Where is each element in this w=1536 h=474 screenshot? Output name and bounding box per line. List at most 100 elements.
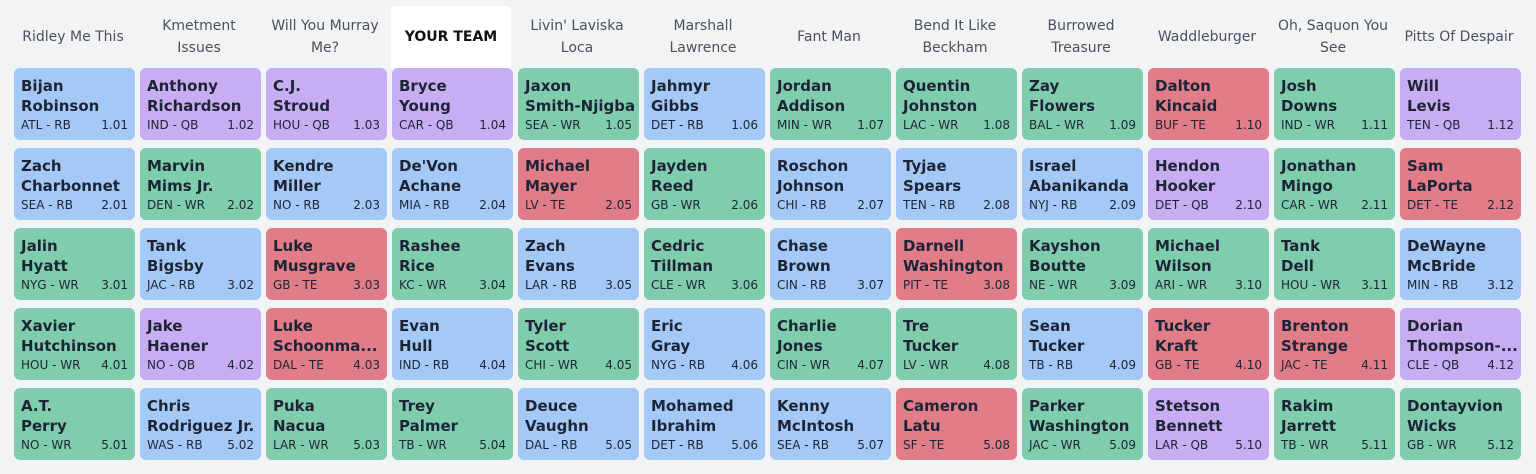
team-position: PIT - TE xyxy=(903,278,948,292)
pick-number: 1.01 xyxy=(101,118,128,132)
team-position: DET - RB xyxy=(651,438,704,452)
player-first-name: Deuce xyxy=(525,397,578,415)
player-card[interactable]: Jahmyr Gibbs DET - RB 1.06 xyxy=(644,68,765,140)
team-header[interactable]: Marshall Lawrence xyxy=(669,18,737,56)
team-header[interactable]: Pitts Of Despair xyxy=(1404,29,1514,45)
player-card[interactable]: Mohamed Ibrahim DET - RB 5.06 xyxy=(644,388,765,460)
player-card[interactable]: Parker Washington JAC - WR 5.09 xyxy=(1022,388,1143,460)
team-header[interactable]: Bend It Like Beckham xyxy=(913,18,997,56)
player-card[interactable]: Roschon Johnson CHI - RB 2.07 xyxy=(770,148,891,220)
team-position: GB - TE xyxy=(1155,358,1200,372)
player-first-name: Puka xyxy=(273,397,315,415)
pick-number: 4.08 xyxy=(983,358,1010,372)
player-card[interactable]: Evan Hull IND - RB 4.04 xyxy=(392,308,513,380)
player-card[interactable]: Sam LaPorta DET - TE 2.12 xyxy=(1400,148,1521,220)
player-card[interactable]: Luke Schoonma... DAL - TE 4.03 xyxy=(266,308,387,380)
team-header[interactable]: Burrowed Treasure xyxy=(1047,18,1115,56)
player-card[interactable]: DeWayne McBride MIN - RB 3.12 xyxy=(1400,228,1521,300)
player-card[interactable]: Jordan Addison MIN - WR 1.07 xyxy=(770,68,891,140)
pick-number: 2.02 xyxy=(227,198,254,212)
player-last-name: Rodriguez Jr. xyxy=(147,417,255,435)
player-card[interactable]: Stetson Bennett LAR - QB 5.10 xyxy=(1148,388,1269,460)
team-header[interactable]: Livin' Laviska Loca xyxy=(530,18,624,56)
player-card[interactable]: Jayden Reed GB - WR 2.06 xyxy=(644,148,765,220)
player-card[interactable]: Xavier Hutchinson HOU - WR 4.01 xyxy=(14,308,135,380)
player-card[interactable]: Hendon Hooker DET - QB 2.10 xyxy=(1148,148,1269,220)
player-card[interactable]: Cameron Latu SF - TE 5.08 xyxy=(896,388,1017,460)
player-last-name: Reed xyxy=(651,177,694,195)
player-card[interactable]: Dontayvion Wicks GB - WR 5.12 xyxy=(1400,388,1521,460)
player-card[interactable]: Michael Wilson ARI - WR 3.10 xyxy=(1148,228,1269,300)
player-card[interactable]: Jonathan Mingo CAR - WR 2.11 xyxy=(1274,148,1395,220)
team-header[interactable]: Ridley Me This xyxy=(22,29,124,45)
player-last-name: Hooker xyxy=(1155,177,1216,195)
player-card[interactable]: Puka Nacua LAR - WR 5.03 xyxy=(266,388,387,460)
player-card[interactable]: Sean Tucker TB - RB 4.09 xyxy=(1022,308,1143,380)
player-card[interactable]: Tucker Kraft GB - TE 4.10 xyxy=(1148,308,1269,380)
team-header[interactable]: Fant Man xyxy=(797,29,861,45)
player-last-name: Haener xyxy=(147,337,209,355)
team-header[interactable]: Waddleburger xyxy=(1157,29,1257,45)
player-card[interactable]: Chris Rodriguez Jr. WAS - RB 5.02 xyxy=(140,388,261,460)
player-card[interactable]: Tank Dell HOU - WR 3.11 xyxy=(1274,228,1395,300)
player-last-name: Strange xyxy=(1281,337,1349,355)
player-card[interactable]: Rakim Jarrett TB - WR 5.11 xyxy=(1274,388,1395,460)
player-card[interactable]: Jaxon Smith-Njigba SEA - WR 1.05 xyxy=(518,68,639,140)
player-card[interactable]: Josh Downs IND - WR 1.11 xyxy=(1274,68,1395,140)
player-card[interactable]: Eric Gray NYG - RB 4.06 xyxy=(644,308,765,380)
pick-number: 3.10 xyxy=(1235,278,1262,292)
player-first-name: Jalin xyxy=(21,237,58,255)
player-card[interactable]: Will Levis TEN - QB 1.12 xyxy=(1400,68,1521,140)
player-card[interactable]: Charlie Jones CIN - WR 4.07 xyxy=(770,308,891,380)
player-card[interactable]: Brenton Strange JAC - TE 4.11 xyxy=(1274,308,1395,380)
pick-number: 1.04 xyxy=(479,118,506,132)
team-header[interactable]: Will You Murray Me? xyxy=(271,18,379,56)
team-position: SEA - RB xyxy=(777,438,829,452)
player-card[interactable]: Jalin Hyatt NYG - WR 3.01 xyxy=(14,228,135,300)
player-card[interactable]: Rashee Rice KC - WR 3.04 xyxy=(392,228,513,300)
player-card[interactable]: Chase Brown CIN - RB 3.07 xyxy=(770,228,891,300)
player-card[interactable]: Darnell Washington PIT - TE 3.08 xyxy=(896,228,1017,300)
player-card[interactable]: Cedric Tillman CLE - WR 3.06 xyxy=(644,228,765,300)
player-card[interactable]: Israel Abanikanda NYJ - RB 2.09 xyxy=(1022,148,1143,220)
player-last-name: Charbonnet xyxy=(21,177,120,195)
player-card[interactable]: Marvin Mims Jr. DEN - WR 2.02 xyxy=(140,148,261,220)
player-card[interactable]: Tyjae Spears TEN - RB 2.08 xyxy=(896,148,1017,220)
pick-number: 1.12 xyxy=(1487,118,1514,132)
player-card[interactable]: Dorian Thompson-... CLE - QB 4.12 xyxy=(1400,308,1521,380)
team-header[interactable]: Kmetment Issues xyxy=(162,18,236,56)
team-position: JAC - WR xyxy=(1029,438,1081,452)
player-card[interactable]: Kenny McIntosh SEA - RB 5.07 xyxy=(770,388,891,460)
player-card[interactable]: Tre Tucker LV - WR 4.08 xyxy=(896,308,1017,380)
team-position: GB - TE xyxy=(273,278,318,292)
player-card[interactable]: Zach Charbonnet SEA - RB 2.01 xyxy=(14,148,135,220)
player-card[interactable]: Tyler Scott CHI - WR 4.05 xyxy=(518,308,639,380)
player-card[interactable]: Luke Musgrave GB - TE 3.03 xyxy=(266,228,387,300)
pick-number: 3.04 xyxy=(479,278,506,292)
player-card[interactable]: Bryce Young CAR - QB 1.04 xyxy=(392,68,513,140)
player-card[interactable]: C.J. Stroud HOU - QB 1.03 xyxy=(266,68,387,140)
player-card[interactable]: Deuce Vaughn DAL - RB 5.05 xyxy=(518,388,639,460)
player-card[interactable]: Kayshon Boutte NE - WR 3.09 xyxy=(1022,228,1143,300)
pick-number: 3.06 xyxy=(731,278,758,292)
player-card[interactable]: Tank Bigsby JAC - RB 3.02 xyxy=(140,228,261,300)
team-header[interactable]: YOUR TEAM xyxy=(391,6,511,68)
player-card[interactable]: Zay Flowers BAL - WR 1.09 xyxy=(1022,68,1143,140)
player-last-name: McBride xyxy=(1407,257,1476,275)
player-card[interactable]: Zach Evans LAR - RB 3.05 xyxy=(518,228,639,300)
player-card[interactable]: Anthony Richardson IND - QB 1.02 xyxy=(140,68,261,140)
player-card[interactable]: A.T. Perry NO - WR 5.01 xyxy=(14,388,135,460)
team-header[interactable]: Oh, Saquon You See xyxy=(1277,18,1389,56)
pick-number: 2.09 xyxy=(1109,198,1136,212)
player-card[interactable]: Trey Palmer TB - WR 5.04 xyxy=(392,388,513,460)
player-last-name: Hull xyxy=(399,337,433,355)
player-card[interactable]: Bijan Robinson ATL - RB 1.01 xyxy=(14,68,135,140)
player-first-name: Kenny xyxy=(777,397,830,415)
team-position: JAC - TE xyxy=(1281,358,1328,372)
player-card[interactable]: Quentin Johnston LAC - WR 1.08 xyxy=(896,68,1017,140)
player-card[interactable]: Jake Haener NO - QB 4.02 xyxy=(140,308,261,380)
player-card[interactable]: De'Von Achane MIA - RB 2.04 xyxy=(392,148,513,220)
player-card[interactable]: Michael Mayer LV - TE 2.05 xyxy=(518,148,639,220)
player-card[interactable]: Dalton Kincaid BUF - TE 1.10 xyxy=(1148,68,1269,140)
player-card[interactable]: Kendre Miller NO - RB 2.03 xyxy=(266,148,387,220)
